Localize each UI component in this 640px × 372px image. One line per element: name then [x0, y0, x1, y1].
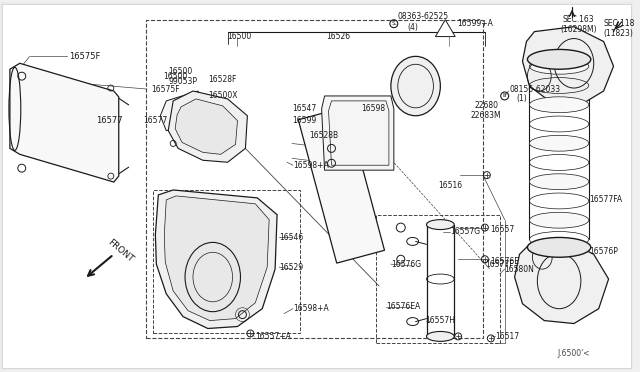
- Text: 08156-62033: 08156-62033: [509, 84, 561, 93]
- Text: 16598: 16598: [361, 104, 385, 113]
- Text: 16526: 16526: [326, 32, 351, 41]
- Text: SEC.163: SEC.163: [562, 15, 594, 24]
- Text: 16557+A: 16557+A: [255, 332, 291, 341]
- Text: 16576P: 16576P: [589, 247, 618, 256]
- Text: 16529: 16529: [279, 263, 303, 272]
- Text: 16598+A: 16598+A: [293, 161, 329, 170]
- Polygon shape: [175, 99, 237, 154]
- Text: 99053P: 99053P: [168, 77, 197, 86]
- Text: 22680: 22680: [475, 101, 499, 110]
- Text: 16528B: 16528B: [308, 131, 338, 140]
- Text: 16546: 16546: [279, 233, 303, 242]
- Polygon shape: [322, 96, 394, 170]
- Text: 16547: 16547: [292, 104, 316, 113]
- Text: S: S: [392, 21, 396, 26]
- Text: 16577: 16577: [96, 116, 123, 125]
- Text: (16298M): (16298M): [560, 25, 596, 34]
- Text: 22683M: 22683M: [470, 111, 500, 120]
- Text: 16557H: 16557H: [426, 316, 456, 325]
- Text: (1): (1): [516, 94, 527, 103]
- Bar: [376, 215, 500, 343]
- Polygon shape: [298, 107, 385, 263]
- Text: 16577FA: 16577FA: [589, 195, 622, 204]
- Polygon shape: [164, 196, 269, 321]
- Ellipse shape: [529, 58, 589, 74]
- Text: 16576G: 16576G: [391, 260, 421, 269]
- Ellipse shape: [426, 331, 454, 341]
- Text: 16576E: 16576E: [490, 257, 519, 266]
- Ellipse shape: [426, 219, 454, 230]
- Text: 16599: 16599: [292, 116, 316, 125]
- Text: 16580N: 16580N: [505, 264, 534, 274]
- Text: 16557G: 16557G: [451, 227, 481, 236]
- Text: 16557: 16557: [490, 225, 514, 234]
- Text: 16575F: 16575F: [152, 84, 180, 93]
- Text: 16577F: 16577F: [485, 260, 513, 269]
- Ellipse shape: [529, 212, 589, 228]
- Text: B: B: [503, 93, 506, 99]
- Polygon shape: [522, 27, 614, 106]
- Text: 16528F: 16528F: [208, 75, 236, 84]
- Text: 16500: 16500: [168, 67, 193, 76]
- Text: J.6500'<: J.6500'<: [557, 349, 589, 358]
- Polygon shape: [168, 91, 248, 162]
- Polygon shape: [10, 63, 119, 182]
- Text: 16575F: 16575F: [69, 52, 100, 61]
- Text: SEC.118: SEC.118: [604, 19, 635, 28]
- Polygon shape: [160, 91, 208, 131]
- Polygon shape: [156, 190, 277, 328]
- Ellipse shape: [527, 237, 591, 257]
- Ellipse shape: [391, 57, 440, 116]
- Ellipse shape: [529, 174, 589, 190]
- Ellipse shape: [529, 97, 589, 113]
- Text: 16517: 16517: [495, 332, 519, 341]
- Text: 08363-62525: 08363-62525: [398, 12, 449, 21]
- Bar: [154, 190, 300, 333]
- Text: 16500: 16500: [228, 32, 252, 41]
- Text: 16577: 16577: [143, 116, 168, 125]
- Polygon shape: [515, 240, 609, 324]
- Text: 16598+A: 16598+A: [293, 304, 329, 313]
- Text: 16500: 16500: [163, 72, 188, 81]
- Text: 16576EA: 16576EA: [386, 302, 420, 311]
- Text: 16516: 16516: [438, 180, 463, 189]
- Ellipse shape: [527, 49, 591, 69]
- Text: (11823): (11823): [604, 29, 634, 38]
- Text: 16599+A: 16599+A: [457, 19, 493, 28]
- Text: (4): (4): [408, 23, 419, 32]
- Ellipse shape: [529, 135, 589, 151]
- Polygon shape: [435, 20, 455, 36]
- Text: 16500X: 16500X: [208, 92, 237, 100]
- Bar: [147, 20, 483, 339]
- Text: FRONT: FRONT: [106, 238, 135, 264]
